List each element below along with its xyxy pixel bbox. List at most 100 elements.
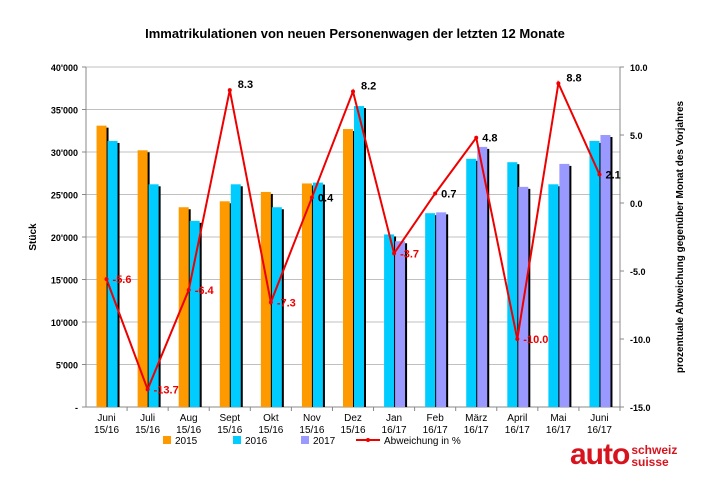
bar-2016: [589, 140, 600, 407]
logo-line1: schweiz: [631, 443, 678, 457]
bar-2017: [436, 212, 447, 407]
deviation-label: 0.7: [441, 188, 456, 200]
bar-2016: [425, 213, 436, 407]
x-tick-label: 15/16: [135, 425, 160, 436]
x-tick-label: 16/17: [505, 425, 530, 436]
deviation-label: -10.0: [523, 334, 548, 346]
bar-2016: [384, 234, 395, 407]
y-tick-label: -: [75, 403, 78, 413]
deviation-label: 4.8: [482, 133, 497, 145]
y-tick-label: 35'000: [51, 106, 78, 116]
legend-label: Abweichung in %: [384, 436, 461, 447]
bar-2016: [466, 158, 477, 407]
deviation-point: [309, 195, 314, 200]
y2-tick-label: -10.0: [630, 335, 651, 345]
deviation-label: -6.4: [195, 285, 215, 297]
deviation-point: [268, 300, 273, 305]
deviation-point: [515, 337, 520, 341]
bar-2016: [148, 184, 159, 407]
x-tick-label: Juni: [97, 413, 115, 424]
bar-2016: [354, 106, 364, 407]
deviation-point: [433, 191, 438, 196]
bar-2016: [271, 207, 282, 407]
legend-label: 2015: [175, 436, 198, 447]
bar-shadow: [404, 243, 408, 407]
bar-2016: [107, 140, 118, 407]
bar-shadow: [157, 186, 161, 407]
x-tick-label: 16/17: [382, 425, 407, 436]
deviation-label: -13.7: [154, 384, 179, 396]
y-tick-label: 15'000: [51, 276, 78, 286]
legend-label: 2016: [245, 436, 268, 447]
y-tick-label: 25'000: [51, 191, 78, 201]
deviation-label: -7.3: [277, 297, 296, 309]
deviation-label: 2.1: [605, 169, 620, 181]
deviation-label: 8.2: [361, 80, 376, 92]
bar-shadow: [557, 186, 561, 407]
deviation-label: -5.6: [113, 274, 132, 286]
bar-2016: [189, 220, 200, 407]
x-tick-label: Dez: [344, 413, 362, 424]
bar-shadow: [228, 203, 232, 407]
bar-shadow: [198, 222, 202, 407]
bar-shadow: [434, 215, 438, 407]
bar-2017: [559, 163, 570, 407]
deviation-label: -3.7: [400, 248, 419, 260]
bar-shadow: [363, 108, 366, 407]
bar-shadow: [116, 142, 120, 407]
bar-2016: [312, 182, 323, 407]
bar-shadow: [475, 160, 479, 407]
bar-shadow: [321, 184, 325, 407]
deviation-point: [556, 81, 561, 86]
x-tick-label: März: [465, 413, 487, 424]
deviation-point: [104, 277, 109, 282]
x-tick-label: Feb: [427, 413, 445, 424]
bar-shadow: [516, 164, 520, 407]
bar-shadow: [239, 186, 243, 407]
y-tick-label: 10'000: [51, 318, 78, 328]
x-tick-label: 16/17: [587, 425, 612, 436]
legend-swatch-2015: [163, 436, 171, 444]
deviation-point: [351, 89, 355, 94]
x-tick-label: Mai: [550, 413, 566, 424]
legend-swatch-2017: [301, 436, 309, 444]
legend-label: 2017: [313, 436, 336, 447]
bar-shadow: [393, 236, 397, 407]
bar-2016: [548, 184, 559, 407]
y2-tick-label: 5.0: [630, 131, 643, 141]
y2-tick-label: 10.0: [630, 63, 648, 73]
y2-axis-label: prozentuale Abweichung gegenüber Monat d…: [675, 100, 686, 373]
bar-2017: [395, 241, 406, 407]
bar-2016: [507, 162, 518, 407]
deviation-label: 8.8: [566, 72, 581, 84]
bar-2015: [96, 125, 107, 408]
deviation-point: [474, 135, 479, 140]
deviation-point: [186, 288, 191, 293]
deviation-label: 0.4: [318, 193, 334, 205]
bar-shadow: [187, 209, 191, 407]
bar-shadow: [445, 214, 449, 407]
y2-tick-label: -15.0: [630, 403, 651, 413]
x-tick-label: 15/16: [94, 425, 119, 436]
bar-2015: [301, 183, 312, 407]
x-tick-label: 15/16: [340, 425, 365, 436]
bar-2015: [260, 191, 271, 407]
x-tick-label: 15/16: [217, 425, 242, 436]
logo-line2: suisse: [631, 455, 669, 469]
bar-shadow: [310, 185, 314, 407]
x-tick-label: 15/16: [258, 425, 283, 436]
y-axis-label: Stück: [28, 223, 39, 251]
x-tick-label: Nov: [303, 413, 321, 424]
x-tick-label: Juni: [590, 413, 608, 424]
x-tick-label: Okt: [263, 413, 279, 424]
x-tick-label: Juli: [140, 413, 155, 424]
bar-2015: [343, 129, 353, 408]
bar-2015: [137, 150, 148, 408]
x-tick-label: Jan: [386, 413, 402, 424]
bar-shadow: [352, 131, 355, 408]
x-tick-label: 15/16: [299, 425, 324, 436]
y-tick-label: 40'000: [51, 63, 78, 73]
x-tick-label: 15/16: [176, 425, 201, 436]
bar-2017: [600, 135, 611, 407]
